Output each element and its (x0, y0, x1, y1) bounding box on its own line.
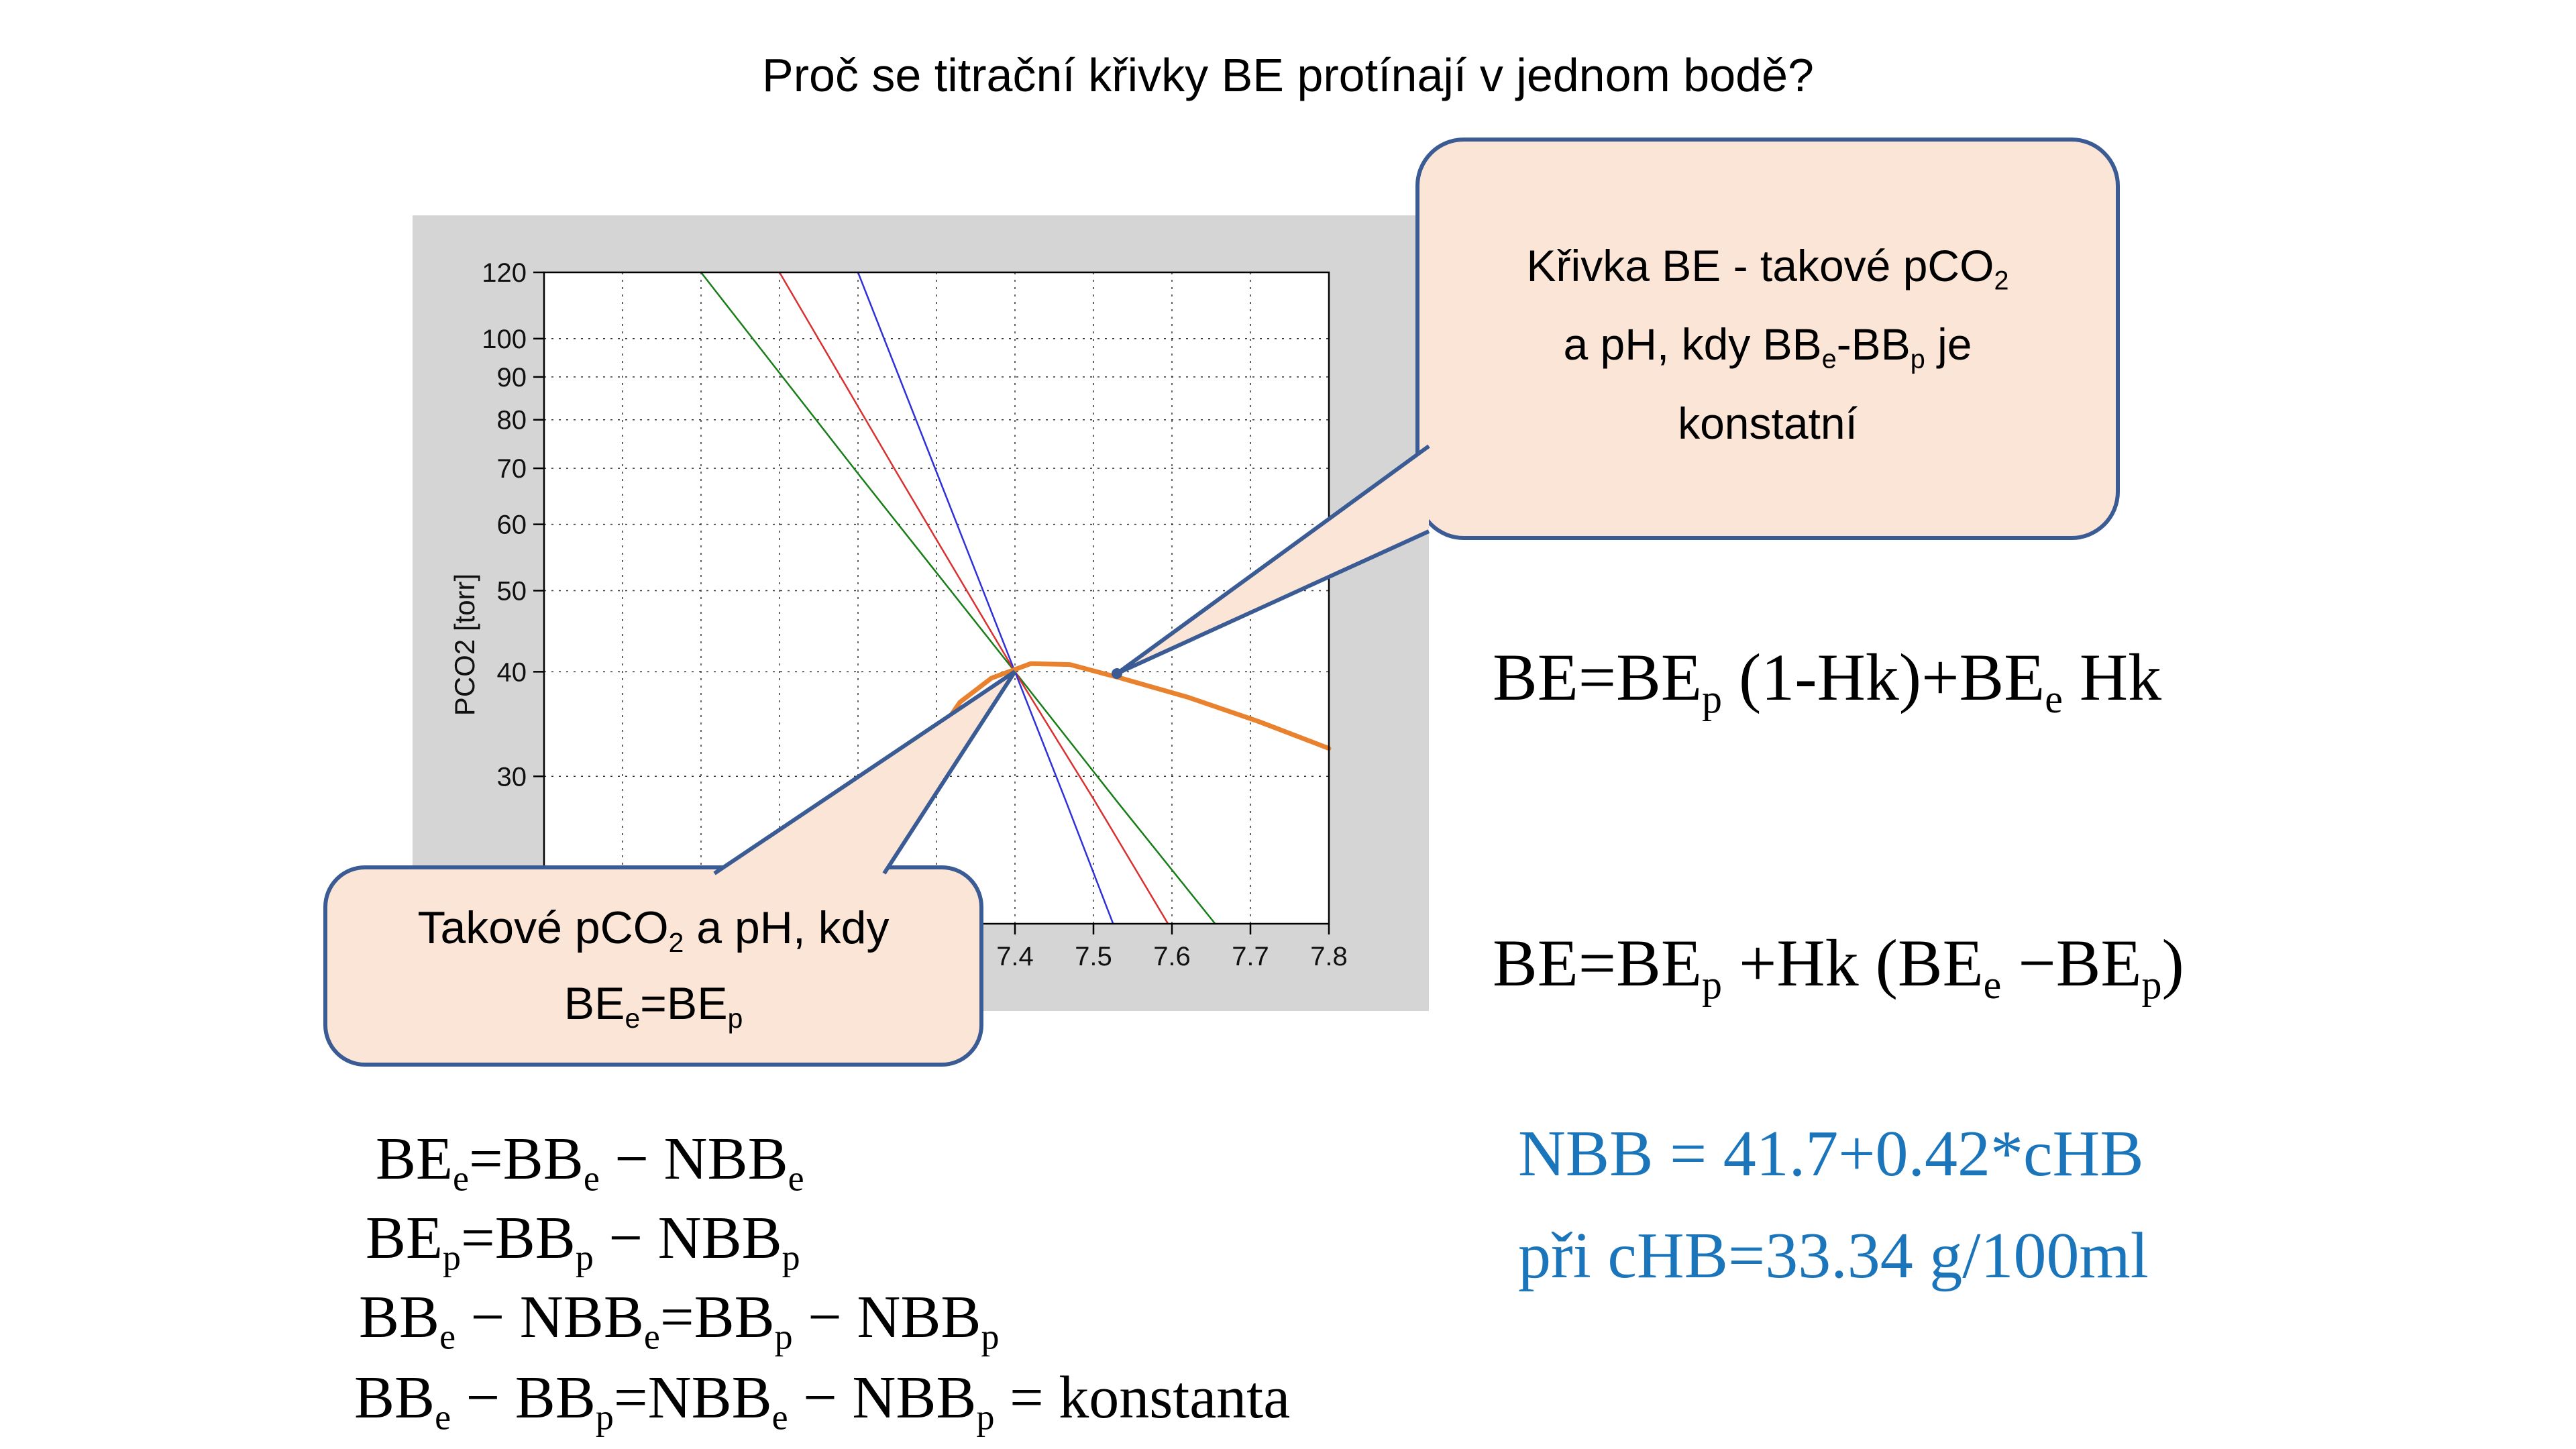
callout-be-curve-line-3: konstatní (1678, 398, 1858, 448)
callout-intersection-line-1: Takové pCO2 a pH, kdy (417, 902, 890, 959)
callout-be-curve-line-2: a pH, kdy BBe-BBp je (1563, 319, 1972, 374)
svg-text:7.5: 7.5 (1075, 942, 1112, 971)
formula-be-weighted: BE=BEp (1-Hk)+BEe Hk (1493, 640, 2162, 722)
formula-nbb: NBB = 41.7+0.42*cHB (1518, 1118, 2144, 1190)
svg-text:90: 90 (497, 363, 527, 392)
formula-bb-nbb-equality: BBe − NBBe=BBp − NBBp (359, 1284, 1000, 1357)
y-axis-label: PCO2 [torr] (449, 574, 480, 716)
svg-text:100: 100 (482, 325, 527, 354)
callout-be-curve-definition: Křivka BE - takové pCO2 a pH, kdy BBe-BB… (1415, 138, 2120, 540)
formula-konstanta: BBe − BBp=NBBe − NBBp = konstanta (354, 1364, 1291, 1438)
svg-text:50: 50 (497, 576, 527, 606)
formula-chb: při cHB=33.34 g/100ml (1518, 1220, 2149, 1292)
svg-text:70: 70 (497, 454, 527, 484)
svg-text:7.4: 7.4 (996, 942, 1034, 971)
slide-title: Proč se titrační křivky BE protínají v j… (762, 49, 1814, 101)
y-tick-labels: 120 100 90 80 70 60 50 40 30 (482, 258, 527, 792)
svg-text:7.6: 7.6 (1153, 942, 1191, 971)
formula-bee: BEe=BBe − NBBe (376, 1126, 804, 1199)
svg-text:120: 120 (482, 258, 527, 288)
svg-text:40: 40 (497, 657, 527, 687)
x-tick-labels: 7.4 7.5 7.6 7.7 7.8 (996, 942, 1348, 971)
callout-intersection-definition: Takové pCO2 a pH, kdy BEe=BEp (323, 865, 983, 1067)
svg-text:80: 80 (497, 406, 527, 435)
svg-text:30: 30 (497, 762, 527, 792)
y-tick-marks (533, 271, 544, 777)
svg-text:60: 60 (497, 511, 527, 540)
formula-bep: BEp=BBp − NBBp (366, 1205, 800, 1278)
callout-intersection-line-2: BEe=BEp (564, 978, 743, 1034)
svg-text:7.8: 7.8 (1310, 942, 1348, 971)
callout-be-curve-line-1: Křivka BE - takové pCO2 (1526, 240, 2009, 296)
formula-be-hk: BE=BEp +Hk (BEe −BEp) (1493, 926, 2184, 1008)
svg-text:7.7: 7.7 (1232, 942, 1269, 971)
